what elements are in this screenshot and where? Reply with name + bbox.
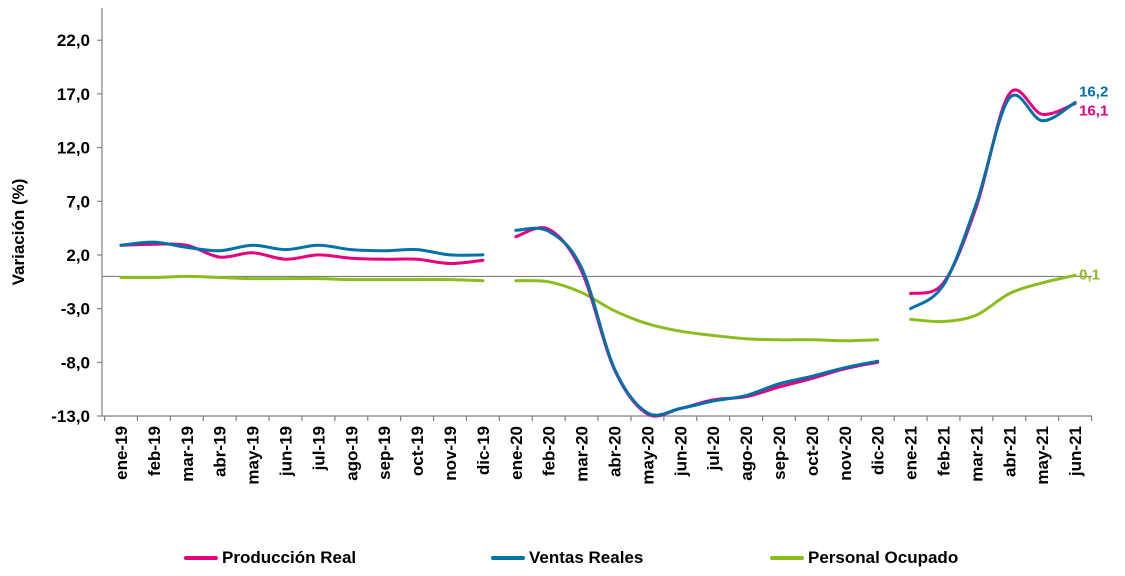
x-tick-label: sep-19 <box>375 426 394 480</box>
legend-item-personal: Personal Ocupado <box>770 548 958 568</box>
x-tick-label: may-20 <box>638 426 657 485</box>
y-tick-label: -13,0 <box>51 407 90 426</box>
x-tick-label: jun-20 <box>671 426 690 477</box>
legend-label-personal: Personal Ocupado <box>808 548 959 567</box>
axes: 22,0 17,0 12,0 7,0 2,0 -3,0 -8,0 -13,0 ene-19 feb… <box>51 8 1093 485</box>
y-tick-label: 12,0 <box>57 139 90 158</box>
x-tick-label: mar-19 <box>178 426 197 482</box>
legend-swatch-ventas <box>491 556 525 560</box>
legend-swatch-produccion <box>184 556 218 560</box>
series-line-personal-segment-1 <box>119 274 485 283</box>
series-line-personal-segment-2 <box>514 279 880 343</box>
chart: Variación (%) 22,0 17,0 12,0 7,0 2,0 -3,0 -8,0… <box>9 8 1108 485</box>
end-label-ventas-reales: 16,2 <box>1079 83 1108 100</box>
end-label-personal-ocupado: 0,1 <box>1079 266 1100 283</box>
x-tick-label: feb-21 <box>935 426 954 476</box>
y-tick-label: 22,0 <box>57 31 90 50</box>
series-line-produccion-segment-2 <box>514 226 880 418</box>
x-tick-label: sep-20 <box>770 426 789 480</box>
y-tick-label: 2,0 <box>66 246 90 265</box>
x-tick-label: may-19 <box>244 426 263 485</box>
y-tick-label: -8,0 <box>61 353 90 372</box>
y-tick-label: -3,0 <box>61 300 90 319</box>
end-labels: 16,2 16,1 0,1 <box>1079 83 1108 283</box>
series-line-ventas-segment-2 <box>514 226 880 417</box>
legend-item-produccion: Producción Real <box>184 548 356 568</box>
legend-label-produccion: Producción Real <box>222 548 357 567</box>
x-tick-label: jun-19 <box>277 426 296 477</box>
series-line-ventas-segment-1 <box>119 240 485 257</box>
x-tick-label: dic-19 <box>474 426 493 475</box>
x-tick-label: ene-20 <box>507 426 526 480</box>
x-tick-label: jul-20 <box>704 426 723 471</box>
x-tick-label: nov-20 <box>836 426 855 481</box>
x-tick-label: feb-20 <box>540 426 559 476</box>
x-tick-label: oct-19 <box>408 426 427 476</box>
series-line-produccion-segment-1 <box>119 242 485 266</box>
x-tick-label: mar-21 <box>967 426 986 482</box>
end-label-producci-n-real: 16,1 <box>1079 103 1108 120</box>
x-tick-label: abr-19 <box>211 426 230 477</box>
x-tick-label: ene-19 <box>112 426 131 480</box>
series-line-personal-segment-3 <box>909 273 1077 324</box>
x-tick-label: abr-20 <box>606 426 625 477</box>
legend: Producción Real Ventas Reales Personal O… <box>0 548 1125 572</box>
y-tick-label: 7,0 <box>66 192 90 211</box>
x-tick-label: oct-20 <box>803 426 822 476</box>
series-layer <box>119 88 1077 418</box>
x-tick-label: nov-19 <box>441 426 460 481</box>
x-tick-label: abr-21 <box>1000 426 1019 477</box>
x-tick-label: ene-21 <box>902 426 921 480</box>
x-tick-label: dic-20 <box>869 426 888 475</box>
x-tick-label: jul-19 <box>309 426 328 471</box>
x-tick-label: mar-20 <box>573 426 592 482</box>
y-tick-label: 17,0 <box>57 85 90 104</box>
series-line-ventas-segment-3 <box>909 93 1077 311</box>
x-tick-label: may-21 <box>1033 426 1052 485</box>
y-axis-label: Variación (%) <box>9 179 28 286</box>
x-tick-label: ago-20 <box>737 426 756 481</box>
x-tick-label: ago-19 <box>342 426 361 481</box>
legend-swatch-personal <box>770 556 804 560</box>
legend-label-ventas: Ventas Reales <box>529 548 644 567</box>
x-tick-label: jun-21 <box>1066 426 1085 477</box>
legend-item-ventas: Ventas Reales <box>491 548 643 568</box>
x-tick-label: feb-19 <box>145 426 164 476</box>
